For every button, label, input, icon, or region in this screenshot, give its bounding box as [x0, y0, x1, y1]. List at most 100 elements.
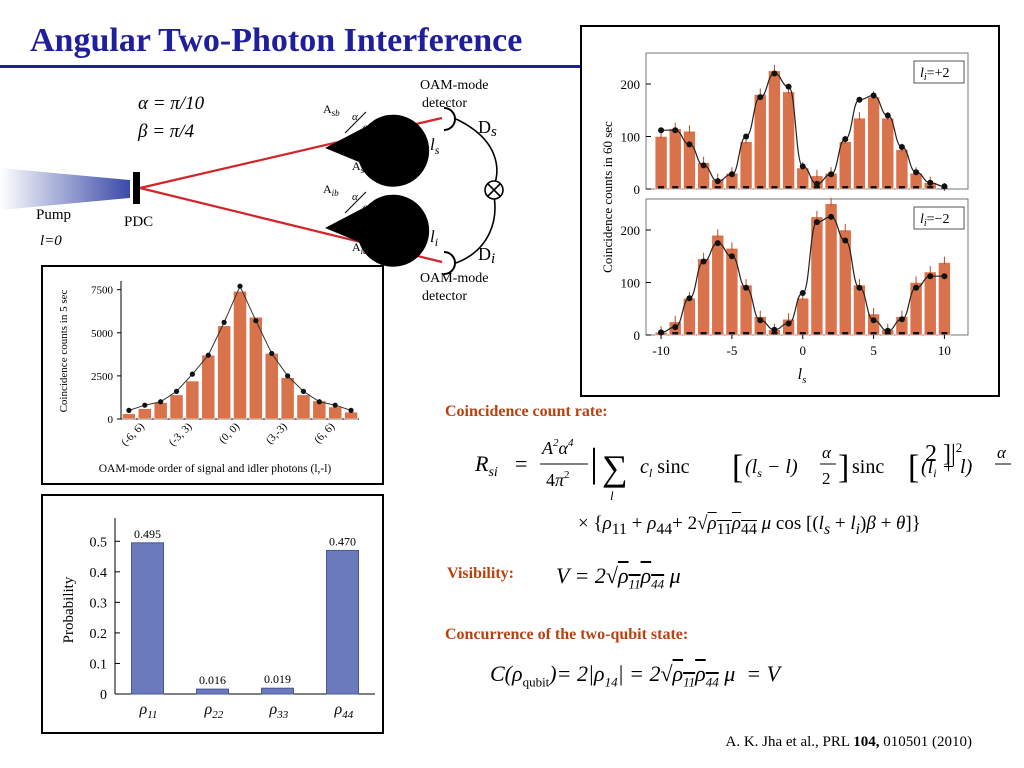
category-label: ρ44	[334, 701, 354, 721]
bar	[344, 411, 358, 420]
x-tick-label: (0, 0)	[217, 420, 243, 446]
category-label: ρ33	[269, 701, 289, 721]
bar	[824, 203, 838, 336]
data-point	[828, 171, 835, 178]
data-point	[757, 94, 764, 101]
svg-text:A2α4: A2α4	[541, 437, 574, 458]
bar	[867, 313, 880, 336]
detector-bottom-line2: detector	[422, 289, 467, 304]
baseline-marker	[927, 186, 934, 189]
baseline-marker	[884, 186, 891, 189]
panel-label: li=−2	[920, 212, 949, 229]
data-point	[189, 371, 195, 377]
data-point	[785, 320, 792, 327]
baseline-marker	[856, 186, 863, 189]
alpha-symbol-2: α	[370, 143, 376, 155]
svg-text:l: l	[610, 488, 614, 503]
bar	[796, 167, 809, 190]
data-point	[898, 316, 905, 323]
alpha-symbol-4: α	[370, 223, 376, 235]
data-point	[269, 350, 275, 357]
bar	[280, 377, 295, 420]
baseline-marker	[672, 186, 679, 189]
beta-symbol-1: β	[361, 124, 368, 136]
bar	[796, 298, 809, 336]
svg-text:4π2: 4π2	[546, 469, 570, 490]
baseline-marker	[870, 332, 877, 335]
svg-text:2: 2	[822, 469, 831, 488]
data-point	[714, 240, 721, 247]
probability-chart: 0 0.1 0.2 0.3 0.4 0.5 0.495 ρ11 0.016 ρ22 0.019 ρ33…	[61, 518, 375, 721]
x-tick-label: (-3, 3)	[167, 420, 195, 448]
svg-text:cl sinc: cl sinc	[640, 456, 690, 480]
svg-text:Rsi: Rsi	[474, 451, 498, 480]
data-point	[743, 133, 750, 140]
data-point	[884, 327, 891, 334]
concurrence-equation: C(ρqubit)= 2|ρ14| = 2√ρ11ρ44 μ = V	[490, 661, 781, 690]
detector-top-line1: OAM-mode	[420, 78, 488, 93]
ds-label: Ds	[478, 117, 497, 140]
data-label: 0.495	[134, 527, 161, 541]
data-point	[813, 219, 820, 226]
bar	[853, 117, 866, 190]
data-point	[913, 284, 920, 291]
svg-text:sinc: sinc	[852, 456, 884, 478]
panel-label: li=+2	[920, 66, 949, 83]
x-tick-label: 10	[938, 343, 951, 358]
a-ib-label: Aib	[323, 182, 339, 198]
bar	[264, 353, 279, 420]
counts-60sec-chart: 0 100 200 li=+2 0 100 200 li=−2 -10 -5 0 5 10 ls Coinc…	[600, 52, 969, 386]
baseline-marker	[813, 186, 820, 189]
li-label: li	[430, 227, 438, 249]
ls-label: ls	[430, 135, 440, 157]
baseline-marker	[941, 332, 948, 335]
bar	[328, 406, 342, 420]
counts-5sec-frame: 0 2500 5000 7500 (-6, 6) (-3, 3) (0, 0) (3,-3) (…	[41, 265, 384, 485]
beta-symbol-2: β	[361, 204, 368, 216]
baseline-marker	[828, 186, 835, 189]
pump-l-label: l=0	[40, 233, 62, 249]
rate-equation: Rsi = A2α4 4π2 | ∑ l cl sinc [ (ls − l) …	[474, 437, 1011, 503]
baseline-marker	[658, 186, 665, 189]
data-point	[332, 402, 338, 408]
data-point	[672, 127, 679, 134]
x-tick-label: 0	[800, 343, 807, 358]
rate-equation-line2: × {ρ11 + ρ44+ 2√ρ11ρ44 μ cos [(ls + li)β…	[578, 513, 921, 538]
baseline-marker	[743, 186, 750, 189]
detector-idler	[443, 251, 456, 275]
baseline-marker	[686, 332, 693, 335]
data-point	[785, 83, 792, 90]
data-point	[158, 399, 164, 405]
bar	[296, 394, 311, 420]
data-point	[757, 317, 764, 324]
baseline-marker	[771, 332, 778, 335]
svg-text:[: [	[908, 449, 919, 486]
aperture-signal	[325, 114, 430, 187]
x-tick-label: (6, 6)	[312, 420, 338, 446]
baseline-marker	[856, 332, 863, 335]
data-point	[856, 96, 863, 103]
svg-text:α: α	[997, 443, 1007, 462]
baseline-marker	[799, 186, 806, 189]
data-point	[913, 169, 920, 176]
svg-text:=: =	[515, 451, 527, 476]
data-point	[927, 273, 934, 280]
data-point	[941, 273, 948, 280]
bar	[739, 141, 753, 190]
beta-value: β = π/4	[137, 121, 195, 142]
bar	[196, 688, 229, 695]
data-label: 0.019	[264, 672, 291, 686]
baseline-marker	[913, 186, 920, 189]
x-tick-label: -5	[726, 343, 737, 358]
baseline-marker	[785, 186, 792, 189]
y-tick-label: 0	[634, 328, 641, 343]
pump-label: Pump	[36, 207, 71, 223]
baseline-marker	[898, 186, 905, 189]
data-point	[285, 373, 291, 379]
visibility-label: Visibility:	[447, 565, 514, 582]
baseline-marker	[813, 332, 820, 335]
bar	[217, 325, 231, 420]
data-point	[714, 178, 721, 185]
data-point	[870, 317, 877, 324]
baseline-marker	[927, 332, 934, 335]
